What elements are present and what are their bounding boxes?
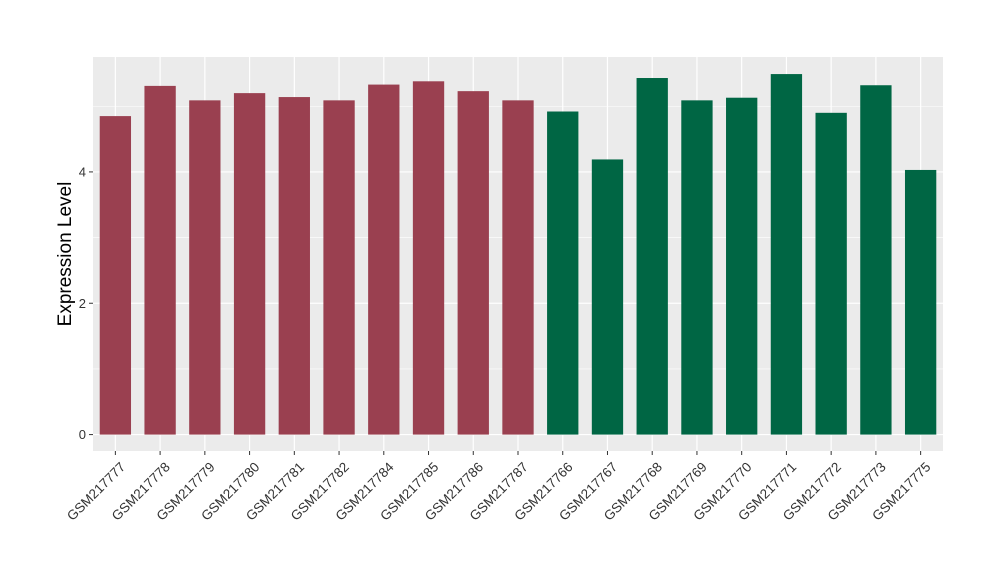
bar-GSM217773	[860, 85, 892, 435]
bar-GSM217771	[770, 74, 803, 435]
bar-GSM217784	[368, 84, 400, 435]
bar-GSM217787	[502, 100, 534, 435]
bar-GSM217769	[681, 100, 713, 435]
bar-GSM217779	[189, 100, 221, 435]
bar-GSM217782	[323, 100, 355, 435]
bar-GSM217786	[457, 91, 489, 435]
bar-GSM217778	[144, 85, 176, 435]
bar-GSM217775	[904, 169, 937, 435]
y-tick-label: 0	[79, 427, 86, 442]
bar-GSM217767	[591, 159, 624, 435]
bar-GSM217772	[815, 112, 847, 435]
bar-GSM217768	[636, 78, 668, 435]
bar-GSM217785	[412, 81, 445, 435]
bar-GSM217777	[99, 116, 132, 435]
bar-GSM217770	[726, 97, 758, 435]
bar-GSM217781	[278, 97, 310, 435]
bars	[99, 74, 937, 435]
bar-GSM217766	[547, 111, 579, 435]
x-axis: GSM217777GSM217778GSM217779GSM217780GSM2…	[64, 451, 934, 524]
y-axis-title: Expression Level	[55, 182, 76, 327]
bar-GSM217780	[233, 93, 266, 435]
y-tick-label: 4	[79, 164, 86, 179]
y-tick-label: 2	[79, 296, 86, 311]
y-axis: 0 2 4	[79, 164, 93, 442]
